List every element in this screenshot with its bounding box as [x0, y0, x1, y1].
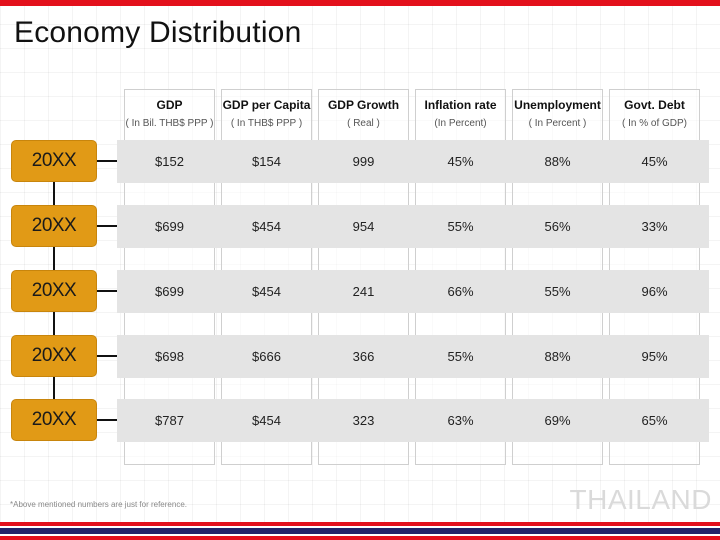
table-row: $787 $454 323 63% 69% 65% — [117, 399, 709, 442]
column-title: Inflation rate — [424, 98, 497, 112]
column-subtitle: (In Percent) — [434, 118, 487, 129]
cell-gdp-per-capita: $454 — [252, 413, 281, 428]
cell-govt-debt: 96% — [641, 284, 668, 299]
cell-gdp-per-capita: $454 — [252, 284, 281, 299]
column-header-gdp-growth: GDP Growth ( Real ) — [318, 96, 409, 134]
year-pill: 20XX — [11, 270, 97, 312]
watermark-text: THAILAND — [569, 484, 712, 515]
column-subtitle: ( In THB$ PPP ) — [230, 118, 303, 129]
cell-inflation-rate: 45% — [447, 154, 474, 169]
cell-gdp-per-capita: $666 — [252, 349, 281, 364]
cell-govt-debt: 95% — [641, 349, 668, 364]
row-connector — [97, 160, 117, 162]
flag-stripe-red — [0, 536, 720, 540]
flag-stripe-blue — [0, 528, 720, 534]
column-title: Govt. Debt — [624, 98, 685, 112]
cell-inflation-rate: 63% — [447, 413, 474, 428]
column-subtitle: ( In Percent ) — [528, 118, 587, 129]
row-connector — [97, 225, 117, 227]
column-header-gdp-per-capita: GDP per Capita ( In THB$ PPP ) — [221, 96, 312, 134]
column-subtitle: ( Real ) — [347, 118, 380, 129]
cell-gdp-growth: 366 — [352, 349, 375, 364]
year-pill: 20XX — [11, 205, 97, 247]
table-row: $699 $454 241 66% 55% 96% — [117, 270, 709, 313]
cell-inflation-rate: 55% — [447, 219, 474, 234]
cell-gdp-per-capita: $454 — [252, 219, 281, 234]
row-connector — [97, 290, 117, 292]
cell-gdp-growth: 323 — [352, 413, 375, 428]
flag-stripe-white — [0, 526, 720, 528]
column-header-govt-debt: Govt. Debt ( In % of GDP) — [609, 96, 700, 134]
cell-inflation-rate: 66% — [447, 284, 474, 299]
flag-stripe-red — [0, 522, 720, 526]
cell-gdp: $152 — [155, 154, 184, 169]
cell-gdp-growth: 241 — [352, 284, 375, 299]
cell-unemployment: 88% — [544, 154, 571, 169]
column-header-unemployment: Unemployment ( In Percent ) — [512, 96, 603, 134]
row-connector — [97, 419, 117, 421]
row-connector — [97, 355, 117, 357]
cell-gdp: $699 — [155, 219, 184, 234]
year-pill: 20XX — [11, 140, 97, 182]
page-title: Economy Distribution — [14, 16, 302, 49]
cell-gdp: $699 — [155, 284, 184, 299]
cell-govt-debt: 33% — [641, 219, 668, 234]
column-title: GDP per Capita — [222, 98, 311, 112]
cell-govt-debt: 45% — [641, 154, 668, 169]
column-title: GDP — [156, 98, 183, 112]
column-title: Unemployment — [514, 98, 601, 112]
column-subtitle: ( In Bil. THB$ PPP ) — [125, 118, 214, 129]
cell-unemployment: 88% — [544, 349, 571, 364]
year-pill: 20XX — [11, 399, 97, 441]
column-title: GDP Growth — [327, 98, 400, 112]
table-row: $698 $666 366 55% 88% 95% — [117, 335, 709, 378]
cell-gdp-growth: 999 — [352, 154, 375, 169]
flag-stripe-white — [0, 534, 720, 536]
cell-gdp: $698 — [155, 349, 184, 364]
cell-gdp-per-capita: $154 — [252, 154, 281, 169]
cell-gdp: $787 — [155, 413, 184, 428]
cell-unemployment: 56% — [544, 219, 571, 234]
cell-gdp-growth: 954 — [352, 219, 375, 234]
cell-inflation-rate: 55% — [447, 349, 474, 364]
cell-govt-debt: 65% — [641, 413, 668, 428]
cell-unemployment: 69% — [544, 413, 571, 428]
table-row: $699 $454 954 55% 56% 33% — [117, 205, 709, 248]
column-header-inflation-rate: Inflation rate (In Percent) — [415, 96, 506, 134]
bottom-flag-stripes — [0, 522, 720, 540]
year-pill: 20XX — [11, 335, 97, 377]
column-subtitle: ( In % of GDP) — [621, 118, 687, 129]
column-header-gdp: GDP ( In Bil. THB$ PPP ) — [124, 96, 215, 134]
cell-unemployment: 55% — [544, 284, 571, 299]
table-row: $152 $154 999 45% 88% 45% — [117, 140, 709, 183]
footnote: *Above mentioned numbers are just for re… — [10, 500, 187, 509]
top-red-stripe — [0, 0, 720, 6]
